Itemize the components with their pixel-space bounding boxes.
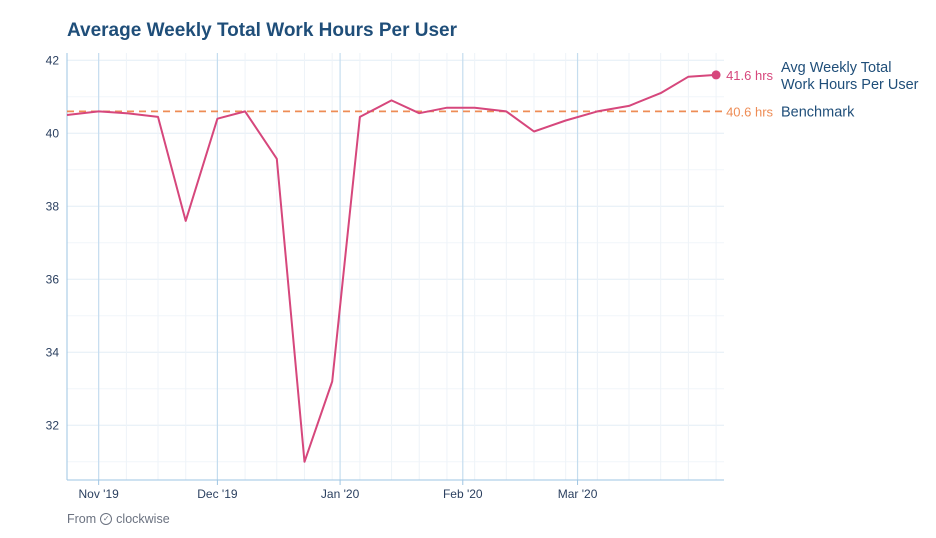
y-tick-label: 38: [46, 199, 60, 213]
grid: [66, 53, 724, 480]
y-tick-label: 34: [46, 345, 60, 359]
series-layer: [66, 70, 724, 463]
x-tick-label: Feb '20: [443, 487, 483, 501]
axes: [66, 53, 724, 481]
y-tick-label: 40: [46, 126, 60, 140]
y-tick-label: 32: [46, 418, 60, 432]
avg-hours-legend-line1: Avg Weekly Total: [781, 60, 891, 76]
x-tick-label: Dec '19: [197, 487, 238, 501]
x-tick-label: Nov '19: [79, 487, 120, 501]
clockwise-logo-icon: ✓: [100, 513, 113, 525]
x-tick-label: Jan '20: [321, 487, 360, 501]
footer: From ✓ clockwise: [67, 512, 170, 526]
y-tick-labels: 32 34 36 38 40 42: [46, 53, 60, 432]
avg-hours-legend-line2: Work Hours Per User: [781, 77, 919, 93]
chart-title: Average Weekly Total Work Hours Per User: [67, 20, 458, 41]
avg-hours-value-label: 41.6 hrs: [726, 68, 773, 83]
x-tick-labels: Nov '19 Dec '19 Jan '20 Feb '20 Mar '20: [79, 480, 598, 501]
benchmark-legend-label: Benchmark: [781, 104, 855, 120]
from-label: From: [67, 512, 97, 526]
avg-hours-end-point: [711, 70, 721, 80]
brand-name: clockwise: [116, 512, 170, 526]
avg-hours-line: [66, 73, 717, 463]
y-tick-label: 36: [46, 272, 60, 286]
y-tick-label: 42: [46, 53, 60, 67]
x-tick-label: Mar '20: [558, 487, 598, 501]
benchmark-value-label: 40.6 hrs: [726, 104, 773, 119]
